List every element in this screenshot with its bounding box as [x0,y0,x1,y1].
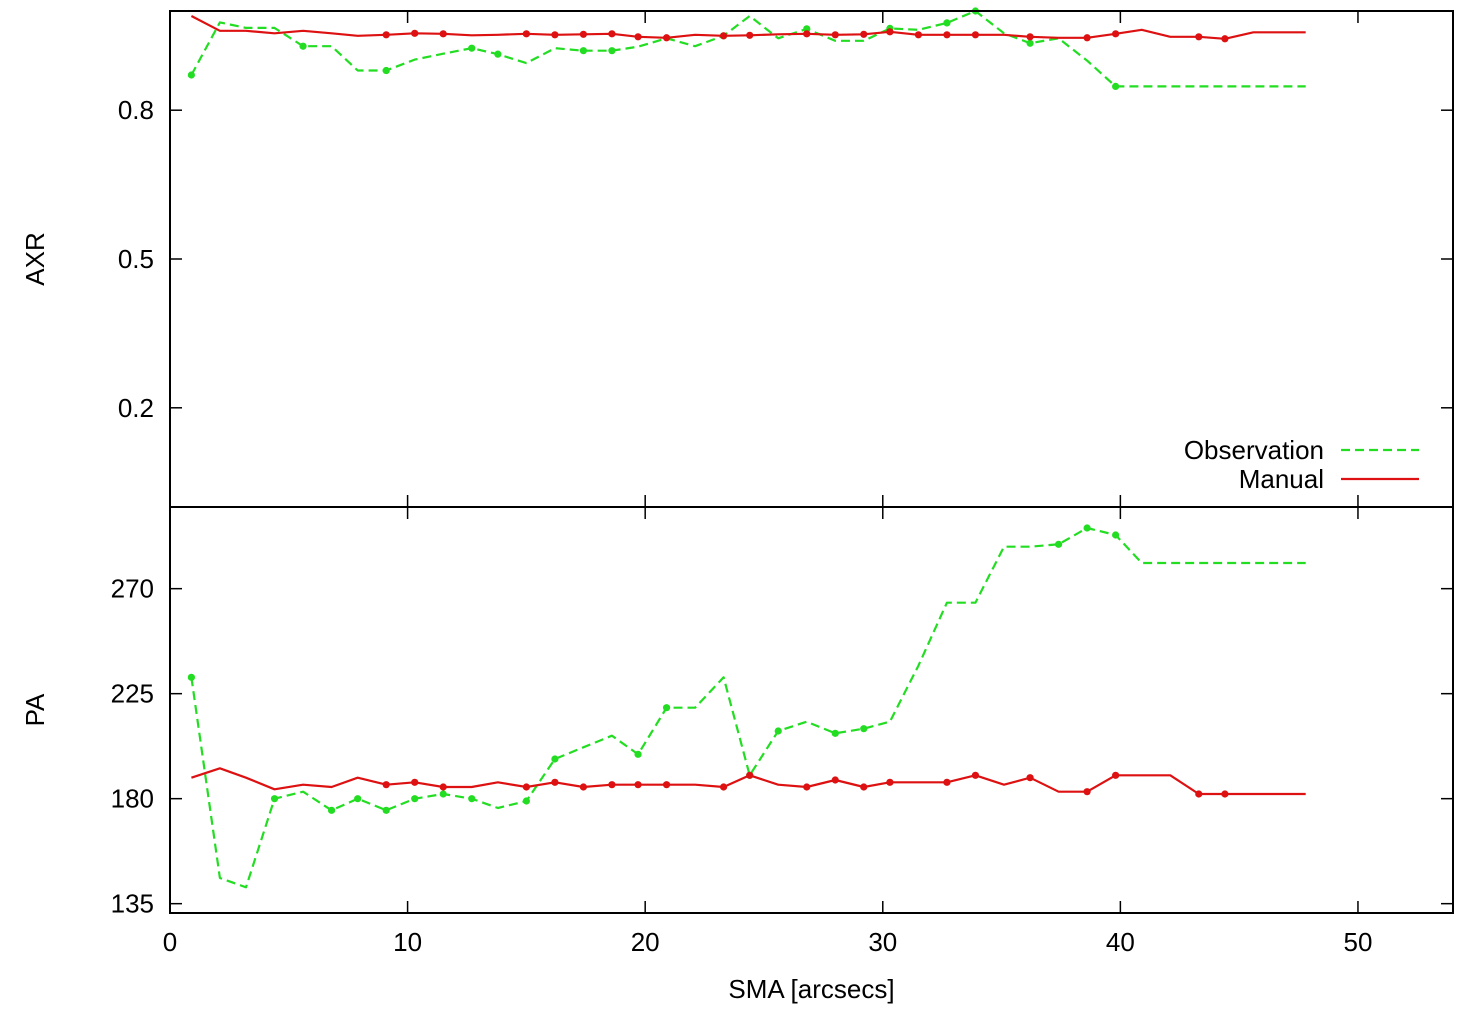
top-manual-point [971,31,980,39]
top-manual-point [1195,33,1203,41]
top-ylabel: AXR [20,232,50,285]
top-manual-point [382,31,390,39]
bottom-manual-point [551,778,559,786]
bottom-observation-point [468,795,476,803]
bottom-observation-point [774,727,782,735]
bottom-manual-point [439,783,447,791]
bottom-manual-point [579,783,588,791]
bottom-observation-point [411,795,419,803]
bottom-manual-point [411,778,419,786]
bottom-observation-point [1054,540,1063,548]
top-manual-point [551,31,559,39]
bottom-observation-point [187,673,195,681]
bottom-xtick-label: 10 [393,927,422,957]
top-ytick-label: 0.8 [118,95,154,125]
top-observation-point [579,47,588,55]
bottom-observation-point [1083,524,1091,532]
top-observation-point [1112,82,1120,90]
bottom-observation-point [1112,531,1120,539]
top-manual-point [886,28,894,36]
bottom-manual-point [1195,790,1203,798]
bottom-manual-point [719,783,728,791]
x-axis-label: SMA [arcsecs] [728,974,894,1004]
bottom-manual-point [608,781,616,789]
bottom-xtick-label: 30 [868,927,897,957]
bottom-observation-point [551,755,559,763]
top-observation-point [299,42,307,50]
top-manual-point [1026,33,1034,41]
bottom-manual-point [634,781,642,789]
top-manual-point [831,31,839,39]
bottom-observation-point [439,790,447,798]
bottom-manual-point [886,778,894,786]
bottom-manual-point [746,771,754,779]
top-manual-point [914,31,923,39]
bottom-manual-point [1026,774,1034,782]
top-observation-point [1026,39,1034,47]
bottom-observation-line [190,526,1306,889]
bottom-manual-point [803,783,811,791]
top-manual-point [1112,30,1120,38]
bottom-xtick-label: 50 [1344,927,1373,957]
bottom-manual-point [662,781,671,789]
top-manual-point [803,30,811,38]
top-observation-line [190,9,1306,88]
bottom-observation-point [270,795,279,803]
bottom-observation-point [354,795,362,803]
bottom-manual-point [860,783,868,791]
top-observation-point [608,47,616,55]
top-observation-point [382,66,390,75]
top-manual-point [439,30,447,38]
top-manual-point [719,32,728,40]
top-observation-point [187,71,195,79]
bottom-observation-point [831,729,839,737]
bottom-ylabel: PA [20,693,50,726]
top-manual-point [1083,34,1091,42]
legend-label-manual: Manual [1239,464,1324,494]
top-manual-point [579,30,588,38]
bottom-manual-point [1083,788,1091,796]
bottom-ytick-label: 270 [111,574,154,604]
bottom-xtick-label: 40 [1106,927,1135,957]
bottom-manual-point [522,783,530,791]
top-manual-point [1221,35,1229,43]
top-ytick-label: 0.2 [118,393,154,423]
legend-label-observation: Observation [1184,435,1324,465]
bottom-ytick-label: 180 [111,784,154,814]
bottom-observation-point [662,704,671,712]
top-observation-point [468,44,476,52]
top-ytick-label: 0.5 [118,244,154,274]
bottom-xtick-label: 0 [163,927,177,957]
top-manual-point [522,30,530,38]
top-manual-point [634,33,642,41]
bottom-xtick-label: 20 [631,927,660,957]
bottom-observation-point [327,806,336,814]
top-manual-point [411,29,419,37]
bottom-manual-point [382,781,390,789]
bottom-observation-point [860,725,868,733]
bottom-observation-point [382,806,390,814]
bottom-manual-point [971,771,980,779]
bottom-ytick-label: 225 [111,679,154,709]
bottom-manual-point [1112,771,1120,779]
top-manual-point [662,34,671,42]
bottom-observation-point [522,797,530,805]
bottom-manual-point [1221,790,1229,798]
bottom-observation-point [634,750,642,758]
top-observation-point [494,50,502,58]
bottom-manual-point [943,778,951,786]
top-manual-point [608,30,616,38]
bottom-plot-frame [169,506,1454,914]
bottom-ytick-label: 135 [111,889,154,919]
top-manual-point [746,31,754,39]
top-observation-point [943,19,951,27]
top-manual-point [860,30,868,38]
top-observation-point [803,25,811,33]
bottom-manual-point [831,776,839,784]
top-manual-point [943,31,951,39]
